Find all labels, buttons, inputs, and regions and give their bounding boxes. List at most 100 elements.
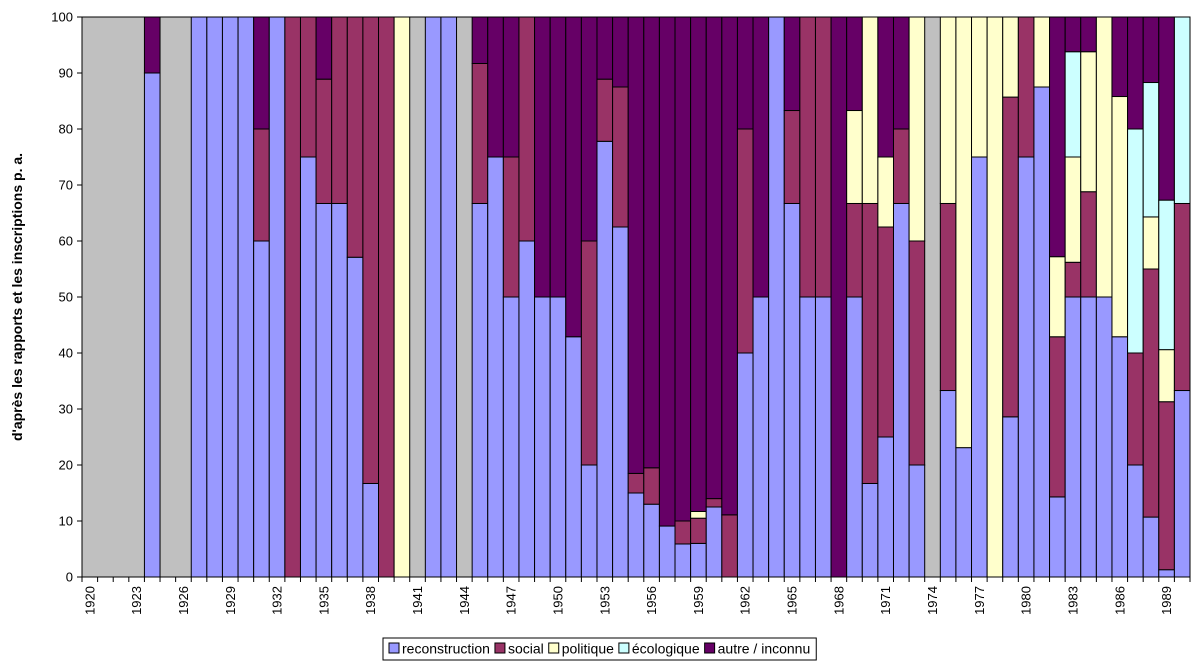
bar-1961-series-1 xyxy=(721,514,738,578)
bar-1983-series-1 xyxy=(1064,261,1082,298)
bar-1966-series-0 xyxy=(799,296,816,578)
bar-1984-series-0 xyxy=(1080,296,1097,578)
bar-1955-series-4 xyxy=(627,16,645,474)
bar-1931-series-0 xyxy=(253,240,270,578)
bar-1990-series-3 xyxy=(1173,16,1191,204)
legend-label-2: politique xyxy=(562,641,614,657)
x-tick-label: 1980 xyxy=(1019,586,1034,615)
x-tick-label: 1947 xyxy=(504,586,519,615)
bar-1953-series-1 xyxy=(596,78,614,142)
bar-1983-series-2 xyxy=(1064,156,1082,263)
bar-1986-series-4 xyxy=(1111,16,1129,98)
bar-1959-series-0 xyxy=(690,542,707,578)
bar-1969-series-4 xyxy=(846,16,863,112)
bar-1948-series-1 xyxy=(518,16,536,242)
x-tick-label: 1983 xyxy=(1065,586,1080,615)
bar-1959-series-4 xyxy=(690,16,707,512)
bar-1983-series-0 xyxy=(1064,296,1082,578)
bar-1989-series-2 xyxy=(1158,349,1175,403)
bar-1970-series-0 xyxy=(861,482,879,578)
bar-1960-series-4 xyxy=(705,16,723,500)
bar-1960-series-0 xyxy=(705,506,723,578)
y-tick-label: 60 xyxy=(59,234,73,249)
bar-1924-series-0 xyxy=(143,72,161,578)
bar-1947-series-1 xyxy=(502,156,520,298)
bar-1962-series-4 xyxy=(736,16,754,130)
x-tick-label: 1989 xyxy=(1159,586,1174,615)
x-tick-label: 1941 xyxy=(410,586,425,615)
bar-1988-series-0 xyxy=(1142,516,1160,578)
bar-1969-series-0 xyxy=(846,296,863,578)
bar-1963-series-4 xyxy=(752,16,770,298)
bar-1939-series-1 xyxy=(378,16,395,578)
bar-1981-series-2 xyxy=(1033,16,1051,88)
x-tick-label: 1920 xyxy=(82,586,97,615)
bar-1975-series-2 xyxy=(939,16,957,204)
bar-1972-series-1 xyxy=(892,128,910,204)
bar-1969-series-1 xyxy=(846,202,863,298)
bar-1989-series-0 xyxy=(1158,569,1175,578)
bar-1952-series-1 xyxy=(580,240,598,466)
bar-1934-series-1 xyxy=(299,16,317,158)
bar-1949-series-0 xyxy=(534,296,551,578)
bar-1950-series-4 xyxy=(549,16,567,298)
bar-1946-series-4 xyxy=(487,16,504,158)
bar-1942-series-0 xyxy=(424,16,442,578)
x-tick-label: 1953 xyxy=(597,586,612,615)
bar-1935-series-4 xyxy=(315,16,333,80)
bar-1982-series-0 xyxy=(1049,496,1066,578)
bar-1979-series-1 xyxy=(1002,96,1019,418)
bar-1931-series-1 xyxy=(253,128,270,242)
bar-1938-series-1 xyxy=(362,16,380,484)
y-tick-label: 80 xyxy=(59,122,73,137)
bar-1962-series-0 xyxy=(736,352,754,578)
y-tick-label: 90 xyxy=(59,66,73,81)
bar-1973-series-0 xyxy=(908,464,926,578)
bar-1973-series-1 xyxy=(908,240,926,466)
bar-1983-series-4 xyxy=(1064,16,1082,53)
x-tick-label: 1923 xyxy=(129,586,144,615)
legend-swatch-0 xyxy=(388,642,400,654)
bar-1960-series-1 xyxy=(705,498,723,508)
y-tick-label: 40 xyxy=(59,346,73,361)
bar-1970-series-2 xyxy=(861,16,879,204)
bar-1984-series-1 xyxy=(1080,191,1097,298)
bar-1947-series-4 xyxy=(502,16,520,158)
bar-1938-series-0 xyxy=(362,482,380,578)
bar-1980-series-0 xyxy=(1017,156,1035,578)
x-tick-label: 1956 xyxy=(644,586,659,615)
bar-1957-series-0 xyxy=(658,525,676,578)
bar-1937-series-0 xyxy=(346,256,364,578)
bar-1949-series-4 xyxy=(534,16,551,298)
bar-1966-series-1 xyxy=(799,16,816,298)
bar-1955-series-0 xyxy=(627,492,645,578)
bar-1971-series-2 xyxy=(877,156,894,228)
bar-1984-series-2 xyxy=(1080,51,1097,193)
y-axis-title: d'après les rapports et les inscriptions… xyxy=(9,153,25,441)
bar-1943-series-0 xyxy=(440,16,458,578)
bar-1962-series-1 xyxy=(736,128,754,354)
bar-1975-series-1 xyxy=(939,202,957,392)
x-tick-label: 1938 xyxy=(363,586,378,615)
bar-1989-series-3 xyxy=(1158,199,1175,351)
bar-1950-series-0 xyxy=(549,296,567,578)
bar-1971-series-1 xyxy=(877,226,894,438)
y-tick-label: 70 xyxy=(59,178,73,193)
bar-1988-series-1 xyxy=(1142,268,1160,518)
y-tick-label: 0 xyxy=(66,570,73,585)
legend-swatch-2 xyxy=(548,642,560,654)
bar-1971-series-4 xyxy=(877,16,894,158)
legend: reconstruction social politique écologique a… xyxy=(382,637,817,661)
bar-1972-series-0 xyxy=(892,202,910,578)
bars-group xyxy=(143,16,1191,578)
bar-1927-series-0 xyxy=(190,16,208,578)
bar-1980-series-1 xyxy=(1017,16,1035,158)
bar-1945-series-0 xyxy=(471,202,489,578)
bar-1932-series-0 xyxy=(268,16,286,578)
bar-1928-series-0 xyxy=(206,16,223,578)
bar-1973-series-2 xyxy=(908,16,926,242)
legend-label-1: social xyxy=(508,641,544,657)
bar-1947-series-0 xyxy=(502,296,520,578)
bar-1968-series-4 xyxy=(830,16,848,578)
